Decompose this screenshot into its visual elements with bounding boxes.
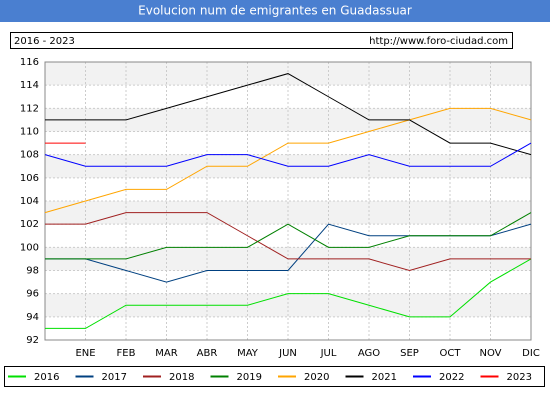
y-tick-label: 104 <box>20 196 39 207</box>
x-tick-label: FEB <box>117 348 136 359</box>
series-line <box>45 73 532 156</box>
plot-border <box>44 61 532 341</box>
y-tick-label: 98 <box>26 266 39 277</box>
y-tick-label: 116 <box>20 57 39 68</box>
source: http://www.foro-ciudad.com <box>369 36 508 47</box>
x-tick-label: JUN <box>278 348 297 359</box>
subtitle: 2016 - 2023 <box>14 36 75 47</box>
header-box <box>10 32 513 49</box>
x-tick-label: DIC <box>522 348 540 359</box>
x-tick-label: AGO <box>358 348 380 359</box>
x-tick-label: OCT <box>440 348 462 359</box>
series-line <box>45 258 532 329</box>
x-tick-label: SEP <box>400 348 419 359</box>
grid-band <box>45 293 531 317</box>
x-tick-label: MAY <box>237 348 259 359</box>
x-tick-label: MAR <box>155 348 177 359</box>
x-tick-label: JUL <box>320 348 337 359</box>
legend-label: 2020 <box>304 372 329 383</box>
y-tick-label: 94 <box>26 312 39 323</box>
y-tick-label: 110 <box>20 127 39 138</box>
title-bar <box>0 0 550 22</box>
x-tick-label: ENE <box>75 348 95 359</box>
legend-label: 2019 <box>237 372 262 383</box>
series-line <box>45 212 532 260</box>
legend-box <box>4 366 545 387</box>
x-tick-label: ABR <box>197 348 218 359</box>
y-tick-label: 108 <box>20 150 39 161</box>
legend-label: 2021 <box>372 372 397 383</box>
y-tick-label: 96 <box>26 289 39 300</box>
grid-band <box>45 201 531 225</box>
y-tick-label: 92 <box>26 335 39 346</box>
chart-title: Evolucion num de emigrantes en Guadassua… <box>138 4 412 18</box>
legend-label: 2022 <box>439 372 464 383</box>
x-tick-label: NOV <box>479 348 501 359</box>
y-tick-label: 102 <box>20 219 39 230</box>
series-line <box>44 107 532 214</box>
series-line <box>44 142 532 167</box>
y-tick-label: 114 <box>20 80 39 91</box>
legend-label: 2018 <box>169 372 194 383</box>
legend-label: 2016 <box>34 372 59 383</box>
legend-label: 2017 <box>102 372 127 383</box>
y-tick-label: 106 <box>20 173 39 184</box>
y-tick-label: 112 <box>20 103 39 114</box>
series-line <box>45 212 531 272</box>
legend-label: 2023 <box>507 372 532 383</box>
y-tick-label: 100 <box>20 242 39 253</box>
